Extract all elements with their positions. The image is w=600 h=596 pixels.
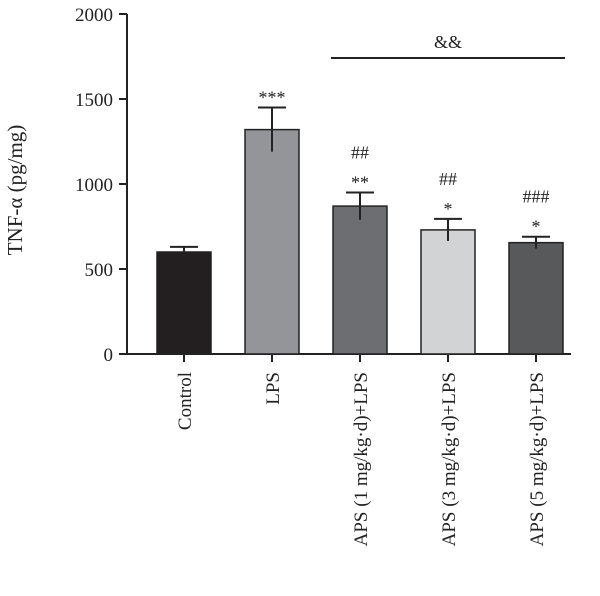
significance-marker: ### bbox=[523, 187, 550, 207]
x-category-label: APS (3 mg/kg·d)+LPS bbox=[439, 372, 460, 546]
bar bbox=[508, 241, 564, 355]
bar bbox=[420, 229, 476, 355]
x-category-label: APS (5 mg/kg·d)+LPS bbox=[527, 372, 548, 546]
y-tick-label: 1500 bbox=[75, 90, 113, 111]
significance-marker: ** bbox=[351, 173, 369, 193]
significance-marker: * bbox=[444, 199, 453, 219]
significance-marker: *** bbox=[259, 88, 286, 108]
x-category-label: Control bbox=[175, 372, 196, 430]
x-axis-labels: Control LPS APS (1 mg/kg·d)+LPS APS (3 mg/k… bbox=[175, 372, 548, 546]
error-bars-group bbox=[170, 106, 550, 258]
comparison-bracket: && bbox=[331, 32, 565, 59]
x-category-label: APS (1 mg/kg·d)+LPS bbox=[351, 372, 372, 546]
x-category-label: LPS bbox=[263, 372, 284, 405]
y-tick-label: 500 bbox=[85, 260, 114, 281]
y-tick-label: 1000 bbox=[75, 175, 113, 196]
y-axis: 0 500 1000 1500 2000 bbox=[75, 5, 571, 366]
y-tick-label: 2000 bbox=[75, 5, 113, 26]
significance-marker: ## bbox=[439, 169, 457, 189]
y-axis-title: TNF-α (pg/mg) bbox=[3, 125, 27, 256]
bar bbox=[244, 128, 300, 355]
y-tick-label: 0 bbox=[104, 345, 114, 366]
significance-group: *****##*##*### bbox=[259, 88, 550, 237]
significance-marker: * bbox=[532, 217, 541, 237]
bar bbox=[156, 251, 212, 355]
bracket-label: && bbox=[434, 32, 462, 52]
bar bbox=[332, 205, 388, 355]
significance-marker: ## bbox=[351, 143, 369, 163]
bars-group bbox=[156, 128, 564, 355]
